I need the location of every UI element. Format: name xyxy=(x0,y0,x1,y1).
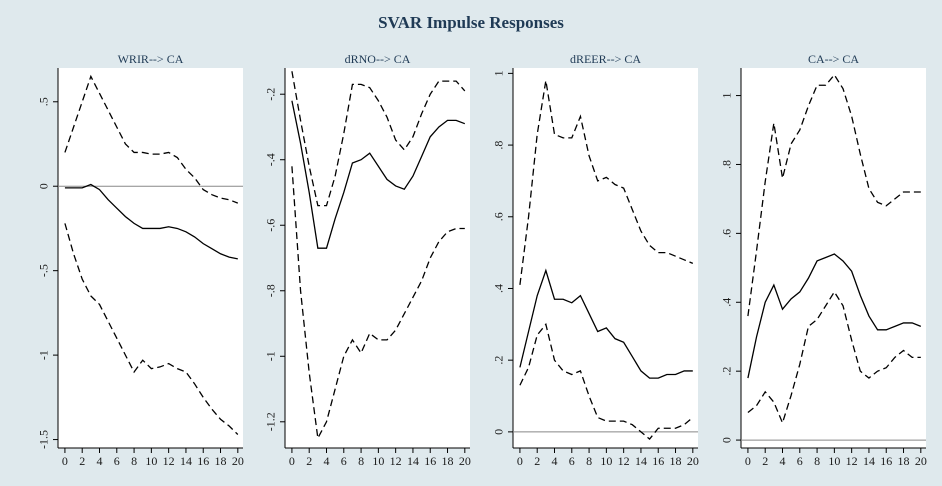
x-tick-label: 6 xyxy=(797,454,803,468)
y-tick-label: -1.5 xyxy=(37,430,51,449)
x-tick-label: 8 xyxy=(131,454,137,468)
y-tick-label: -1 xyxy=(264,351,278,361)
x-tick-label: 20 xyxy=(232,454,244,468)
x-tick-label: 4 xyxy=(323,454,329,468)
y-tick-label: -1.2 xyxy=(264,412,278,431)
x-tick-label: 6 xyxy=(341,454,347,468)
plot-area xyxy=(285,68,470,448)
panel-title: dRNO--> CA xyxy=(345,52,411,66)
response-line xyxy=(64,183,238,260)
x-tick-label: 20 xyxy=(459,454,471,468)
response-line xyxy=(519,268,693,379)
x-tick-label: 20 xyxy=(687,454,699,468)
y-tick-label: .4 xyxy=(720,298,734,307)
x-tick-label: 12 xyxy=(846,454,858,468)
x-tick-label: 16 xyxy=(197,454,209,468)
x-tick-label: 12 xyxy=(163,454,175,468)
confidence-band-line xyxy=(519,322,694,440)
confidence-band-line xyxy=(64,223,239,435)
x-tick-label: 10 xyxy=(372,454,384,468)
response-line xyxy=(291,100,466,249)
y-tick-label: .2 xyxy=(492,356,506,365)
panel-title: WRIR--> CA xyxy=(118,52,184,66)
x-tick-label: 0 xyxy=(745,454,751,468)
x-tick-label: 16 xyxy=(880,454,892,468)
x-tick-label: 0 xyxy=(289,454,295,468)
panel-title: CA--> CA xyxy=(808,52,859,66)
x-tick-label: 14 xyxy=(863,454,875,468)
x-tick-label: 16 xyxy=(652,454,664,468)
x-tick-label: 2 xyxy=(306,454,312,468)
x-tick-label: 4 xyxy=(779,454,785,468)
y-tick-label: -1 xyxy=(37,350,51,360)
y-tick-label: .8 xyxy=(492,141,506,150)
confidence-band-line xyxy=(519,80,694,285)
y-tick-label: 0 xyxy=(720,437,734,443)
x-tick-label: 18 xyxy=(670,454,682,468)
x-tick-label: 2 xyxy=(79,454,85,468)
x-tick-label: 18 xyxy=(898,454,910,468)
x-tick-label: 0 xyxy=(62,454,68,468)
x-tick-label: 4 xyxy=(551,454,557,468)
x-tick-label: 18 xyxy=(442,454,454,468)
y-tick-label: -.6 xyxy=(264,219,278,232)
x-tick-label: 16 xyxy=(424,454,436,468)
confidence-band-line xyxy=(747,73,921,317)
x-tick-label: 14 xyxy=(180,454,192,468)
x-tick-label: 12 xyxy=(618,454,630,468)
x-tick-label: 8 xyxy=(358,454,364,468)
x-tick-label: 0 xyxy=(517,454,523,468)
x-tick-label: 6 xyxy=(569,454,575,468)
x-tick-label: 8 xyxy=(814,454,820,468)
panel-title: dREER--> CA xyxy=(570,52,641,66)
x-tick-label: 18 xyxy=(215,454,227,468)
y-tick-label: -.4 xyxy=(264,153,278,166)
x-tick-label: 10 xyxy=(600,454,612,468)
figure-title: SVAR Impulse Responses xyxy=(378,13,564,32)
x-tick-label: 12 xyxy=(390,454,402,468)
x-tick-label: 4 xyxy=(96,454,102,468)
confidence-band-line xyxy=(747,290,921,425)
response-line xyxy=(747,253,922,379)
y-tick-label: .4 xyxy=(492,284,506,293)
x-tick-label: 10 xyxy=(145,454,157,468)
y-tick-label: -.8 xyxy=(264,284,278,297)
y-tick-label: .2 xyxy=(720,367,734,376)
x-tick-label: 20 xyxy=(915,454,927,468)
confidence-band-line xyxy=(291,166,465,441)
x-tick-label: 14 xyxy=(407,454,419,468)
x-tick-label: 10 xyxy=(828,454,840,468)
y-tick-label: 0 xyxy=(492,429,506,435)
confidence-band-line xyxy=(291,71,466,207)
x-tick-label: 8 xyxy=(586,454,592,468)
y-tick-label: .8 xyxy=(720,160,734,169)
y-tick-label: 1 xyxy=(720,93,734,99)
plot-area xyxy=(58,68,243,448)
y-tick-label: -.2 xyxy=(264,88,278,101)
y-tick-label: -.5 xyxy=(37,264,51,277)
y-tick-label: .5 xyxy=(37,97,51,106)
x-tick-label: 14 xyxy=(635,454,647,468)
y-tick-label: 1 xyxy=(492,70,506,76)
x-tick-label: 2 xyxy=(534,454,540,468)
y-tick-label: 0 xyxy=(37,183,51,189)
y-tick-label: .6 xyxy=(720,229,734,238)
y-tick-label: .6 xyxy=(492,212,506,221)
plot-area xyxy=(513,68,698,448)
x-tick-label: 2 xyxy=(762,454,768,468)
plot-area xyxy=(741,68,926,448)
x-tick-label: 6 xyxy=(114,454,120,468)
